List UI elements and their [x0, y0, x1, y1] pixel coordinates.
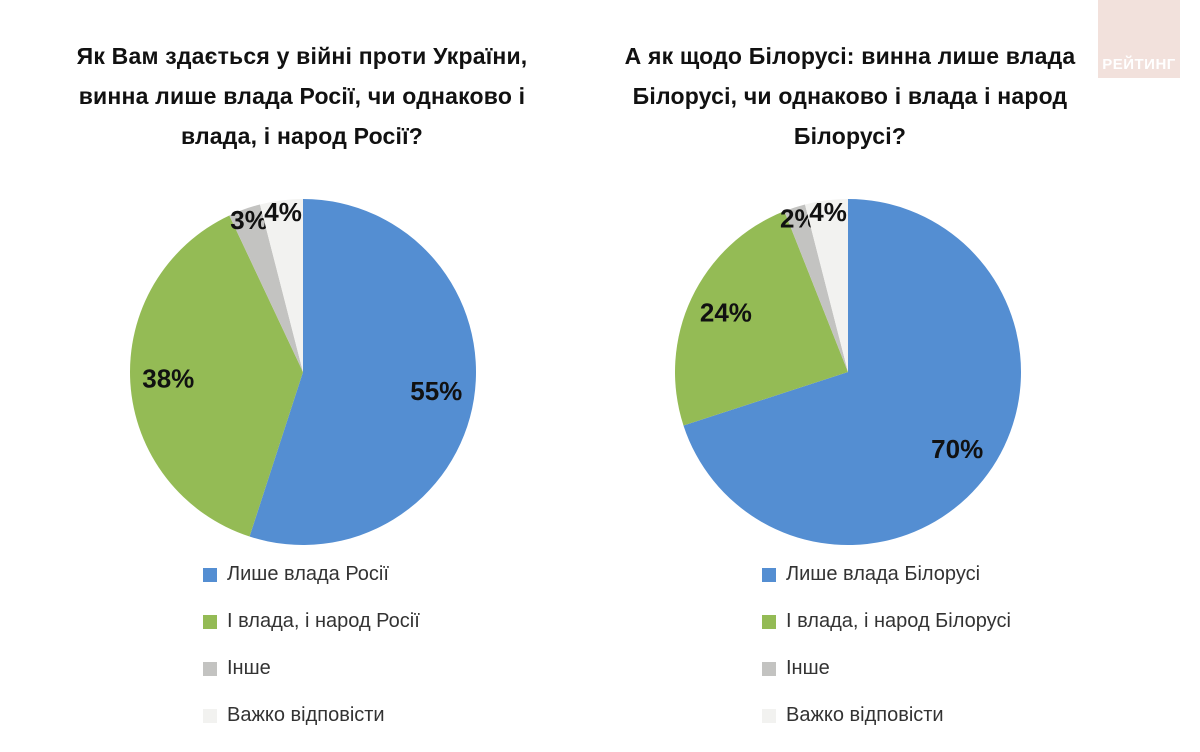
pie-data-label: 38%: [142, 363, 194, 393]
pie-chart-russia: 55%38%3%4%: [129, 197, 477, 545]
legend-item: Інше: [203, 655, 420, 682]
pie-data-label: 55%: [410, 376, 462, 406]
pie-slice: [229, 204, 303, 372]
legend-label: Важко відповісти: [227, 704, 385, 726]
legend-swatch-icon: [203, 614, 217, 629]
legend-label: І влада, і народ Білорусі: [786, 610, 1011, 632]
pie-data-label: 4%: [809, 197, 847, 227]
pie-chart-belarus: 70%24%2%4%: [675, 197, 1022, 545]
legend-item: Лише влада Росії: [203, 561, 420, 588]
chart-title-belarus: А як щодо Білорусі: винна лише влада Біл…: [624, 43, 1076, 149]
pie-slice: [784, 204, 848, 372]
legend-swatch-icon: [203, 567, 217, 582]
legend-item: І влада, і народ Росії: [203, 608, 420, 635]
legend-label: Лише влада Росії: [227, 563, 389, 585]
legend-swatch-icon: [203, 661, 217, 676]
rating-logo-text: РЕЙТИНГ: [1102, 56, 1176, 73]
legend-swatch-icon: [762, 614, 776, 629]
legend-item: І влада, і народ Білорусі: [762, 608, 1011, 635]
legend-item: Лише влада Білорусі: [762, 561, 1011, 588]
pie-data-label: 70%: [931, 434, 983, 464]
legend-swatch-icon: [203, 708, 217, 723]
pie-data-label: 24%: [700, 297, 752, 327]
pie-slice: [804, 199, 848, 372]
legend-label: Інше: [227, 657, 271, 679]
rating-logo: РЕЙТИНГ: [1098, 0, 1180, 78]
legend-item: Інше: [762, 655, 1011, 682]
legend-russia: Лише влада Росії І влада, і народ Росії Ін…: [203, 561, 420, 749]
legend-label: І влада, і народ Росії: [227, 610, 420, 632]
pie-slice: [675, 211, 848, 426]
legend-swatch-icon: [762, 567, 776, 582]
pie-slice: [259, 199, 303, 372]
pie-data-label: 4%: [264, 197, 302, 227]
pie-slice: [249, 199, 477, 545]
legend-label: Важко відповісти: [786, 704, 944, 726]
pie-slice: [683, 199, 1022, 545]
legend-swatch-icon: [762, 661, 776, 676]
chart-title-russia: Як Вам здається у війні проти України, в…: [76, 43, 528, 149]
legend-item: Важко відповісти: [762, 702, 1011, 729]
legend-label: Інше: [786, 657, 830, 679]
pie-slice: [129, 215, 303, 537]
legend-label: Лише влада Білорусі: [786, 563, 981, 585]
legend-swatch-icon: [762, 708, 776, 723]
legend-item: Важко відповісти: [203, 702, 420, 729]
legend-belarus: Лише влада Білорусі І влада, і народ Біло…: [762, 561, 1011, 749]
